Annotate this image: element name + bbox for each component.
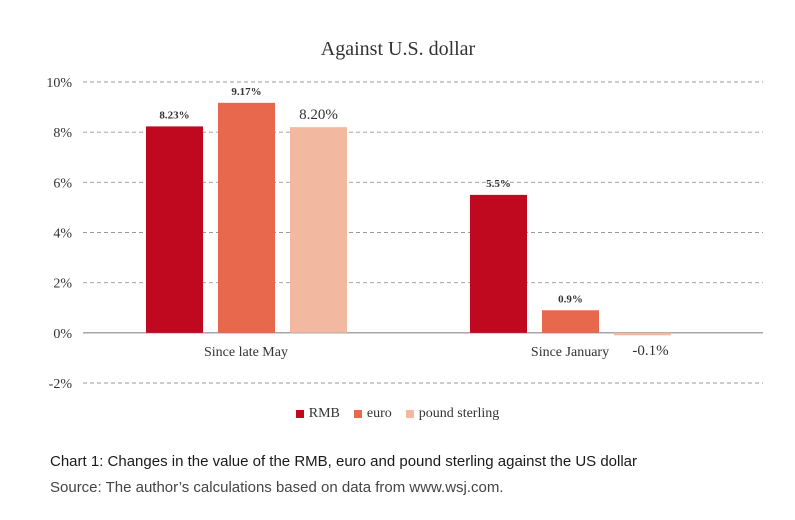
- bar-pound-sterling-1: [614, 332, 671, 336]
- y-tick-label: 10%: [46, 76, 72, 91]
- y-tick-label: 2%: [53, 277, 72, 292]
- data-label: 5.5%: [486, 178, 511, 190]
- bar-rmb-1: [470, 194, 527, 333]
- legend-item: pound sterling: [405, 406, 500, 422]
- legend-swatch: [405, 410, 414, 418]
- legend-label: euro: [366, 406, 392, 421]
- chart-legend: RMB euro pound sterling: [0, 406, 795, 422]
- data-label: 0.9%: [558, 293, 583, 305]
- legend-swatch: [295, 410, 304, 418]
- y-tick-label: -2%: [49, 377, 73, 392]
- bar-rmb-0: [146, 126, 203, 333]
- y-tick-label: 4%: [53, 227, 72, 242]
- bar-chart: Against U.S. dollar -2% 0% 2% 4% 6% 8% 10% 8.2…: [46, 38, 763, 392]
- bar-euro-1: [542, 310, 599, 333]
- chart-source: Source: The author’s calculations based …: [50, 479, 504, 496]
- bar-euro-0: [218, 102, 275, 333]
- legend-item: RMB: [295, 406, 340, 422]
- y-tick-label: 8%: [53, 126, 72, 141]
- legend-swatch: [353, 410, 362, 418]
- data-label: 8.20%: [299, 107, 338, 123]
- legend-label: pound sterling: [418, 406, 500, 421]
- y-tick-label: 0%: [53, 327, 72, 342]
- legend-item: euro: [353, 406, 392, 422]
- y-tick-label: 6%: [53, 176, 72, 191]
- chart-caption: Chart 1: Changes in the value of the RMB…: [50, 453, 638, 470]
- data-label: -0.1%: [632, 343, 668, 359]
- legend-label: RMB: [308, 406, 340, 421]
- bar-pound-sterling-0: [290, 127, 347, 333]
- x-category-label: Since January: [531, 345, 609, 360]
- data-label: 8.23%: [159, 109, 189, 121]
- chart-title: Against U.S. dollar: [321, 38, 476, 60]
- data-label: 9.17%: [231, 86, 261, 98]
- x-category-label: Since late May: [204, 345, 288, 360]
